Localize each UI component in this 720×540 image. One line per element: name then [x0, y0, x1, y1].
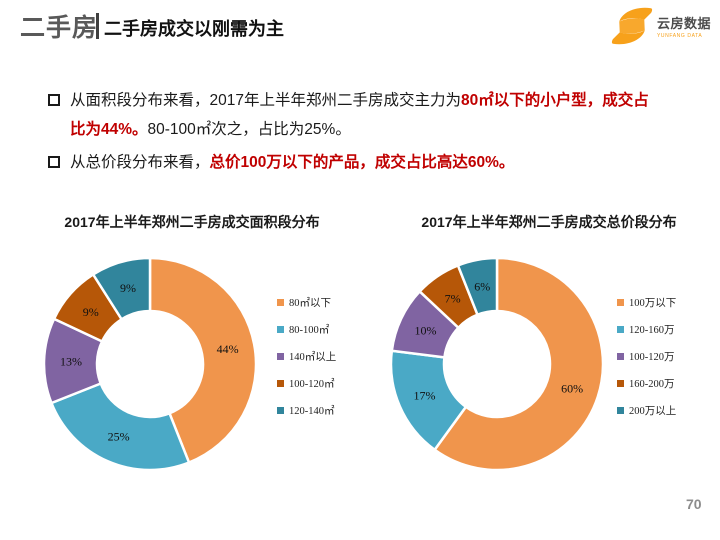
donut-slice-100万以下 — [433, 256, 605, 472]
logo-subname: YUNFANG DATA — [657, 33, 703, 39]
chart-legend: 80㎡以下 80-100㎡ 140㎡以上 100-120㎡ 120-140㎡ — [277, 294, 336, 429]
bullet-normal-text: 从总价段分布来看， — [70, 154, 210, 171]
donut-slice-80-100㎡ — [50, 382, 191, 472]
legend-item: 160-200万 — [617, 375, 676, 391]
donut-slice-200万以上 — [456, 256, 499, 316]
logo-swoosh-icon — [611, 7, 653, 45]
legend-item: 140㎡以上 — [277, 348, 336, 364]
legend-swatch — [617, 325, 624, 333]
slice-value-label: 7% — [445, 292, 461, 306]
legend-label: 100-120㎡ — [289, 378, 335, 390]
legend-item: 100-120万 — [617, 348, 676, 364]
legend-label: 80-100㎡ — [289, 324, 330, 336]
legend-label: 120-140㎡ — [289, 405, 335, 417]
legend-swatch — [277, 352, 284, 360]
bullet-text: 从面积段分布来看，2017年上半年郑州二手房成交主力为80㎡以下的小户型，成交占… — [70, 86, 660, 144]
legend-label: 140㎡以上 — [289, 351, 337, 363]
logo-name: 云房数据 — [657, 16, 712, 31]
legend-swatch — [617, 406, 624, 414]
chart-legend: 100万以下 120-160万 100-120万 160-200万 200万以上 — [617, 294, 676, 429]
donut-slice-120-140㎡ — [91, 256, 152, 321]
bullet-normal-text: 从面积段分布来看，2017年上半年郑州二手房成交主力为 — [70, 92, 461, 109]
bullet-text: 从总价段分布来看，总价100万以下的产品，成交占比高达60%。 — [70, 148, 514, 177]
chart-title: 2017年上半年郑州二手房成交面积段分布 — [64, 214, 320, 230]
legend-swatch — [277, 325, 284, 333]
legend-item: 200万以上 — [617, 402, 676, 418]
legend-label: 200万以上 — [629, 405, 677, 417]
legend-swatch — [277, 406, 284, 414]
chart-title: 2017年上半年郑州二手房成交总价段分布 — [421, 214, 677, 230]
legend-item: 100-120㎡ — [277, 375, 336, 391]
legend-item: 100万以下 — [617, 294, 676, 310]
legend-swatch — [617, 352, 624, 360]
legend-item: 80㎡以下 — [277, 294, 336, 310]
legend-swatch — [617, 379, 624, 387]
bullet-item: 从总价段分布来看，总价100万以下的产品，成交占比高达60%。 — [48, 148, 660, 177]
logo-text: 云房数据 YUNFANG DATA — [657, 13, 711, 39]
bullet-normal-text: 80-100㎡次之，占比为25%。 — [147, 121, 351, 138]
bullet-emphasis-text: 总价100万以下的产品，成交占比高达60%。 — [209, 154, 515, 171]
legend-label: 100-120万 — [629, 351, 675, 363]
section-title: 二手房 — [20, 14, 99, 42]
chart-area-size-distribution: 2017年上半年郑州二手房成交面积段分布 44% 25% 13% 9% 9% 80㎡以下… — [35, 212, 349, 472]
bullet-square-icon — [48, 94, 60, 106]
legend-swatch — [617, 298, 624, 306]
header-divider — [96, 13, 99, 39]
donut-chart-price-distribution: 60% 17% 10% 7% 6% — [389, 256, 605, 472]
chart-area-price-distribution: 2017年上半年郑州二手房成交总价段分布 60% 17% 10% 7% 6% 100万以… — [382, 212, 716, 472]
logo: 云房数据 YUNFANG DATA — [610, 6, 711, 46]
legend-item: 120-160万 — [617, 321, 676, 337]
slice-value-label: 60% — [561, 381, 583, 395]
donut-chart-size-distribution: 44% 25% 13% 9% 9% — [42, 256, 258, 472]
slice-value-label: 25% — [108, 430, 130, 444]
slice-value-label: 10% — [415, 323, 437, 337]
legend-label: 120-160万 — [629, 324, 675, 336]
slice-value-label: 17% — [414, 388, 436, 402]
bullet-item: 从面积段分布来看，2017年上半年郑州二手房成交主力为80㎡以下的小户型，成交占… — [48, 86, 660, 144]
slice-value-label: 13% — [60, 355, 82, 369]
slice-value-label: 6% — [474, 279, 490, 293]
donut-slice-80㎡以下 — [148, 256, 258, 464]
legend-item: 120-140㎡ — [277, 402, 336, 418]
legend-item: 80-100㎡ — [277, 321, 336, 337]
legend-label: 80㎡以下 — [289, 297, 331, 309]
bullet-emphasis-text: 80㎡以下的小户型，成交占比为44%。 — [70, 92, 649, 138]
legend-swatch — [277, 379, 284, 387]
bullet-square-icon — [48, 156, 60, 168]
slice-value-label: 9% — [83, 305, 99, 319]
slice-value-label: 44% — [217, 342, 239, 356]
legend-label: 100万以下 — [629, 297, 677, 309]
legend-label: 160-200万 — [629, 378, 675, 390]
page-number: 70 — [686, 496, 702, 512]
legend-swatch — [277, 298, 284, 306]
bullet-list: 从面积段分布来看，2017年上半年郑州二手房成交主力为80㎡以下的小户型，成交占… — [48, 86, 660, 181]
page-title: 二手房成交以刚需为主 — [104, 19, 284, 39]
slice-value-label: 9% — [120, 281, 136, 295]
